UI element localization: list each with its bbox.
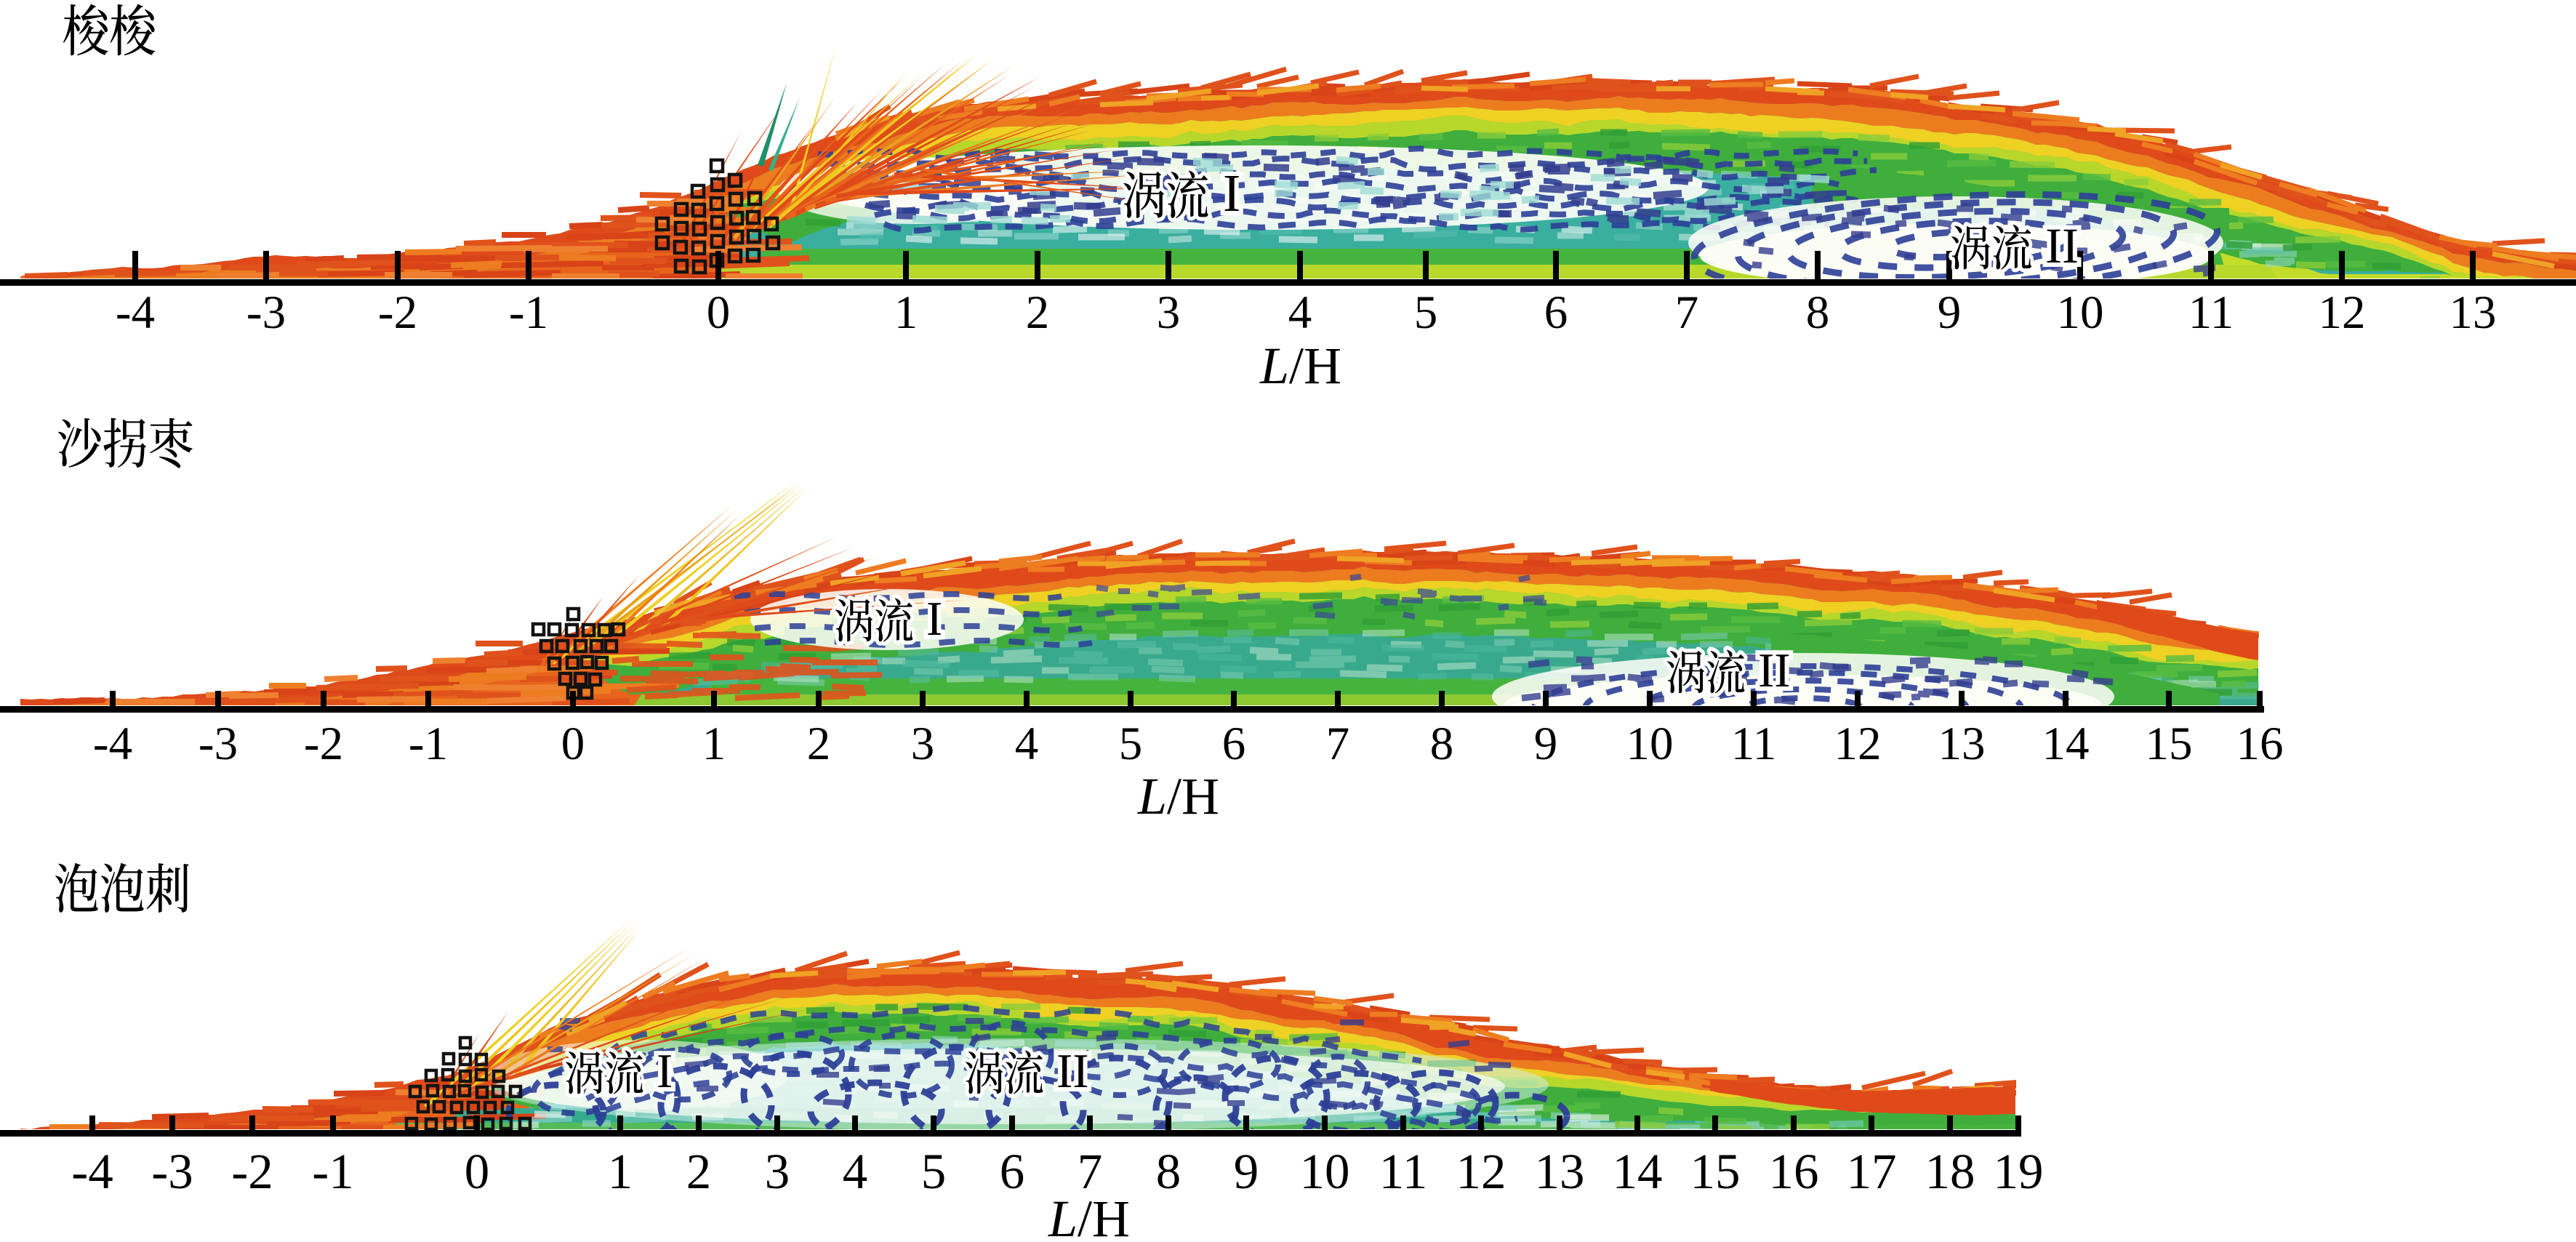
svg-text:4: 4: [1015, 718, 1039, 770]
svg-text:4: 4: [1288, 287, 1312, 339]
svg-text:10: 10: [1300, 1144, 1350, 1199]
svg-text:-1: -1: [409, 718, 448, 770]
svg-text:8: 8: [1806, 287, 1830, 339]
svg-text:4: 4: [843, 1144, 868, 1199]
svg-text:-4: -4: [116, 287, 155, 339]
svg-text:7: 7: [1078, 1144, 1103, 1199]
svg-text:-1: -1: [312, 1144, 353, 1199]
svg-text:9: 9: [1938, 287, 1962, 339]
svg-text:12: 12: [1834, 718, 1882, 770]
svg-text:I: I: [657, 1044, 673, 1098]
svg-text:-3: -3: [151, 1144, 193, 1199]
svg-text:8: 8: [1156, 1144, 1181, 1199]
svg-text:9: 9: [1534, 718, 1558, 770]
svg-text:12: 12: [2319, 287, 2366, 339]
svg-text:2: 2: [1026, 287, 1050, 339]
svg-text:-2: -2: [231, 1144, 273, 1199]
svg-text:5: 5: [921, 1144, 947, 1199]
svg-text:-3: -3: [246, 287, 286, 339]
svg-text:1: 1: [894, 287, 918, 339]
svg-text:6: 6: [1222, 718, 1246, 770]
svg-text:-1: -1: [509, 287, 548, 339]
svg-text:13: 13: [1535, 1144, 1585, 1199]
svg-text:5: 5: [1119, 718, 1143, 770]
svg-text:19: 19: [1994, 1144, 2044, 1199]
svg-text:II: II: [1758, 644, 1791, 697]
svg-text:2: 2: [686, 1144, 712, 1199]
svg-text:II: II: [2045, 218, 2079, 273]
svg-text:L/H: L/H: [1137, 767, 1219, 825]
svg-text:1: 1: [702, 718, 726, 770]
svg-text:15: 15: [1690, 1144, 1741, 1199]
svg-text:1: 1: [608, 1144, 633, 1199]
svg-text:-4: -4: [71, 1144, 113, 1199]
svg-text:16: 16: [2236, 718, 2284, 770]
svg-text:I: I: [1223, 164, 1240, 223]
svg-text:L/H: L/H: [1259, 337, 1341, 395]
svg-text:0: 0: [707, 287, 731, 339]
svg-text:14: 14: [1613, 1144, 1663, 1199]
svg-text:8: 8: [1430, 718, 1454, 770]
svg-text:9: 9: [1234, 1144, 1259, 1199]
svg-text:15: 15: [2146, 718, 2193, 770]
svg-text:6: 6: [1544, 287, 1568, 339]
svg-text:11: 11: [1379, 1144, 1427, 1199]
svg-text:-4: -4: [93, 718, 132, 770]
svg-text:-2: -2: [304, 718, 343, 770]
svg-text:7: 7: [1675, 287, 1699, 339]
svg-text:13: 13: [2449, 287, 2497, 339]
svg-text:5: 5: [1414, 287, 1438, 339]
svg-text:13: 13: [1938, 718, 1986, 770]
svg-text:16: 16: [1769, 1144, 1819, 1199]
svg-text:11: 11: [2188, 287, 2234, 339]
svg-text:10: 10: [1626, 718, 1674, 770]
svg-text:2: 2: [807, 718, 831, 770]
svg-text:II: II: [1056, 1044, 1089, 1098]
svg-text:3: 3: [1157, 287, 1181, 339]
svg-text:L/H: L/H: [1048, 1190, 1130, 1242]
svg-text:7: 7: [1326, 718, 1350, 770]
svg-text:-2: -2: [378, 287, 417, 339]
svg-text:3: 3: [765, 1144, 790, 1199]
svg-text:18: 18: [1925, 1144, 1975, 1199]
svg-text:-3: -3: [198, 718, 238, 770]
svg-text:11: 11: [1731, 718, 1777, 770]
svg-text:12: 12: [1456, 1144, 1506, 1199]
svg-text:6: 6: [1000, 1144, 1025, 1199]
svg-text:17: 17: [1847, 1144, 1897, 1199]
svg-text:3: 3: [911, 718, 935, 770]
svg-text:10: 10: [2057, 287, 2104, 339]
svg-text:I: I: [926, 592, 942, 646]
svg-text:0: 0: [561, 718, 585, 770]
svg-text:14: 14: [2042, 718, 2090, 770]
svg-text:0: 0: [465, 1144, 490, 1199]
